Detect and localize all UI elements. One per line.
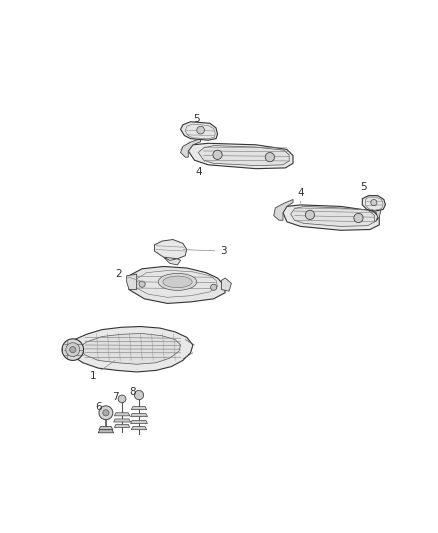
Polygon shape (283, 205, 379, 230)
Circle shape (99, 406, 113, 419)
Polygon shape (131, 414, 148, 417)
Polygon shape (127, 274, 137, 289)
Polygon shape (198, 146, 289, 166)
Text: 4: 4 (297, 188, 304, 203)
Polygon shape (113, 419, 131, 422)
Circle shape (118, 395, 126, 403)
Polygon shape (67, 327, 193, 372)
Circle shape (305, 210, 314, 220)
Text: 5: 5 (194, 114, 200, 124)
Polygon shape (221, 278, 231, 291)
Circle shape (371, 199, 377, 206)
Polygon shape (79, 334, 180, 364)
Text: 8: 8 (130, 387, 136, 397)
Circle shape (354, 213, 363, 223)
Circle shape (134, 391, 144, 400)
Polygon shape (185, 124, 215, 139)
Polygon shape (291, 206, 374, 227)
Polygon shape (131, 421, 148, 424)
Circle shape (139, 281, 145, 287)
Polygon shape (98, 430, 113, 433)
Polygon shape (362, 196, 385, 211)
Text: 1: 1 (89, 360, 115, 381)
Polygon shape (129, 266, 225, 303)
Polygon shape (99, 426, 113, 430)
Polygon shape (180, 122, 218, 140)
Polygon shape (114, 424, 130, 427)
Circle shape (197, 126, 205, 134)
Polygon shape (131, 426, 147, 430)
Polygon shape (155, 239, 187, 259)
Circle shape (62, 339, 84, 360)
Text: 5: 5 (360, 182, 370, 195)
Polygon shape (274, 199, 293, 220)
Ellipse shape (163, 276, 192, 288)
Ellipse shape (158, 273, 197, 290)
Circle shape (265, 152, 275, 161)
Circle shape (70, 346, 76, 353)
Polygon shape (131, 407, 147, 410)
Polygon shape (137, 270, 218, 297)
Polygon shape (164, 257, 180, 265)
Circle shape (103, 410, 109, 416)
Circle shape (211, 284, 217, 290)
Text: 7: 7 (113, 392, 119, 402)
Polygon shape (188, 143, 293, 168)
Polygon shape (365, 197, 383, 210)
Polygon shape (370, 206, 381, 222)
Text: 4: 4 (196, 161, 205, 177)
Polygon shape (180, 139, 201, 157)
Circle shape (213, 150, 222, 159)
Circle shape (66, 343, 80, 357)
Text: 6: 6 (95, 402, 102, 413)
Text: 3: 3 (184, 246, 227, 256)
Polygon shape (114, 413, 130, 416)
Text: 2: 2 (116, 269, 145, 282)
